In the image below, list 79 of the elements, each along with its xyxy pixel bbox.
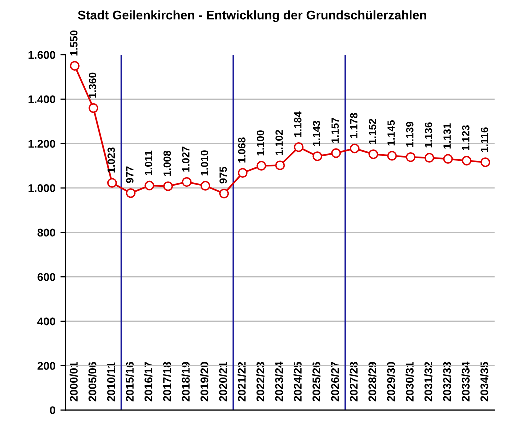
x-tick-label: 2010/11 xyxy=(107,362,116,402)
x-tick-label: 2016/17 xyxy=(144,362,153,402)
point xyxy=(480,158,490,168)
point xyxy=(462,156,472,166)
x-tick-label: 2019/20 xyxy=(200,362,209,402)
x-tick-label: 2024/25 xyxy=(294,362,302,402)
y-tick-label: 400 xyxy=(38,318,56,326)
x-tick-label: 2030/31 xyxy=(406,362,414,402)
point xyxy=(126,188,136,198)
y-tick-label: 1.400 xyxy=(28,96,56,104)
data-label: 1.360 xyxy=(89,72,96,98)
data-label: 1.157 xyxy=(332,118,340,143)
point xyxy=(312,152,322,162)
x-tick-label: 2021/22 xyxy=(238,362,246,402)
data-label: 1.010 xyxy=(201,150,208,176)
point xyxy=(406,152,416,162)
point xyxy=(144,180,154,191)
data-label: 1.100 xyxy=(257,130,264,156)
point xyxy=(424,153,434,163)
x-tick-label: 2020/21 xyxy=(219,362,228,402)
data-label: 1.550 xyxy=(70,30,78,56)
y-tick-label: 800 xyxy=(38,228,56,237)
chart-title: Stadt Geilenkirchen - Entwicklung der Grundschülerzahlen xyxy=(78,10,426,22)
data-label: 1.143 xyxy=(313,121,320,146)
x-tick-label: 2018/19 xyxy=(182,362,190,402)
x-tick-label: 2023/24 xyxy=(275,362,284,402)
x-tick-label: 2034/35 xyxy=(480,362,489,402)
point xyxy=(88,103,99,114)
y-tick-label: 1.200 xyxy=(28,140,56,148)
point xyxy=(70,61,80,71)
x-tick-label: 2026/27 xyxy=(331,362,340,402)
x-tick-label: 2029/30 xyxy=(387,362,396,402)
data-label: 1.011 xyxy=(145,150,152,176)
y-tick-label: 1.600 xyxy=(28,51,56,60)
data-label: 1.152 xyxy=(369,119,376,144)
x-tick-label: 2017/18 xyxy=(163,362,172,402)
x-tick-label: 2022/23 xyxy=(256,362,265,402)
x-tick-label: 2025/26 xyxy=(312,362,321,402)
y-tick-label: 600 xyxy=(38,273,56,282)
point xyxy=(294,142,304,152)
x-tick-label: 2005/06 xyxy=(88,362,97,402)
data-label: 1.102 xyxy=(276,130,284,156)
data-label: 1.184 xyxy=(294,112,302,137)
point xyxy=(350,144,360,154)
point xyxy=(256,161,266,171)
data-label: 1.116 xyxy=(480,128,488,152)
data-label: 1.131 xyxy=(444,124,452,149)
x-tick-label: 2033/34 xyxy=(462,362,470,402)
point xyxy=(163,182,174,192)
data-label: 975 xyxy=(220,166,228,184)
data-label: 977 xyxy=(126,166,134,184)
x-tick-label: 2000/01 xyxy=(70,362,78,402)
data-label: 1.145 xyxy=(388,120,396,146)
point xyxy=(200,181,210,191)
data-label: 1.008 xyxy=(164,150,172,176)
point xyxy=(275,160,286,170)
point xyxy=(182,177,192,188)
point xyxy=(238,168,248,178)
x-tick-label: 2015/16 xyxy=(126,362,134,402)
point xyxy=(331,148,342,158)
y-tick-label: 200 xyxy=(38,362,56,370)
data-label: 1.178 xyxy=(350,113,358,138)
x-tick-label: 2027/28 xyxy=(350,362,358,402)
x-tick-label: 2028/29 xyxy=(368,362,377,402)
x-tick-label: 2032/33 xyxy=(443,362,452,402)
point xyxy=(107,178,118,188)
data-label: 1.027 xyxy=(182,146,190,172)
x-tick-label: 2031/32 xyxy=(424,362,433,402)
y-tick-label: 0 xyxy=(50,406,56,414)
point xyxy=(219,188,230,199)
data-label: 1.123 xyxy=(462,126,470,151)
point xyxy=(387,151,398,161)
point xyxy=(443,154,454,164)
y-tick-label: 1.000 xyxy=(28,184,56,192)
data-label: 1.139 xyxy=(406,122,414,147)
data-label: 1.023 xyxy=(108,148,116,173)
data-label: 1.136 xyxy=(425,122,432,148)
data-label: 1.068 xyxy=(238,138,246,163)
point xyxy=(368,150,378,160)
